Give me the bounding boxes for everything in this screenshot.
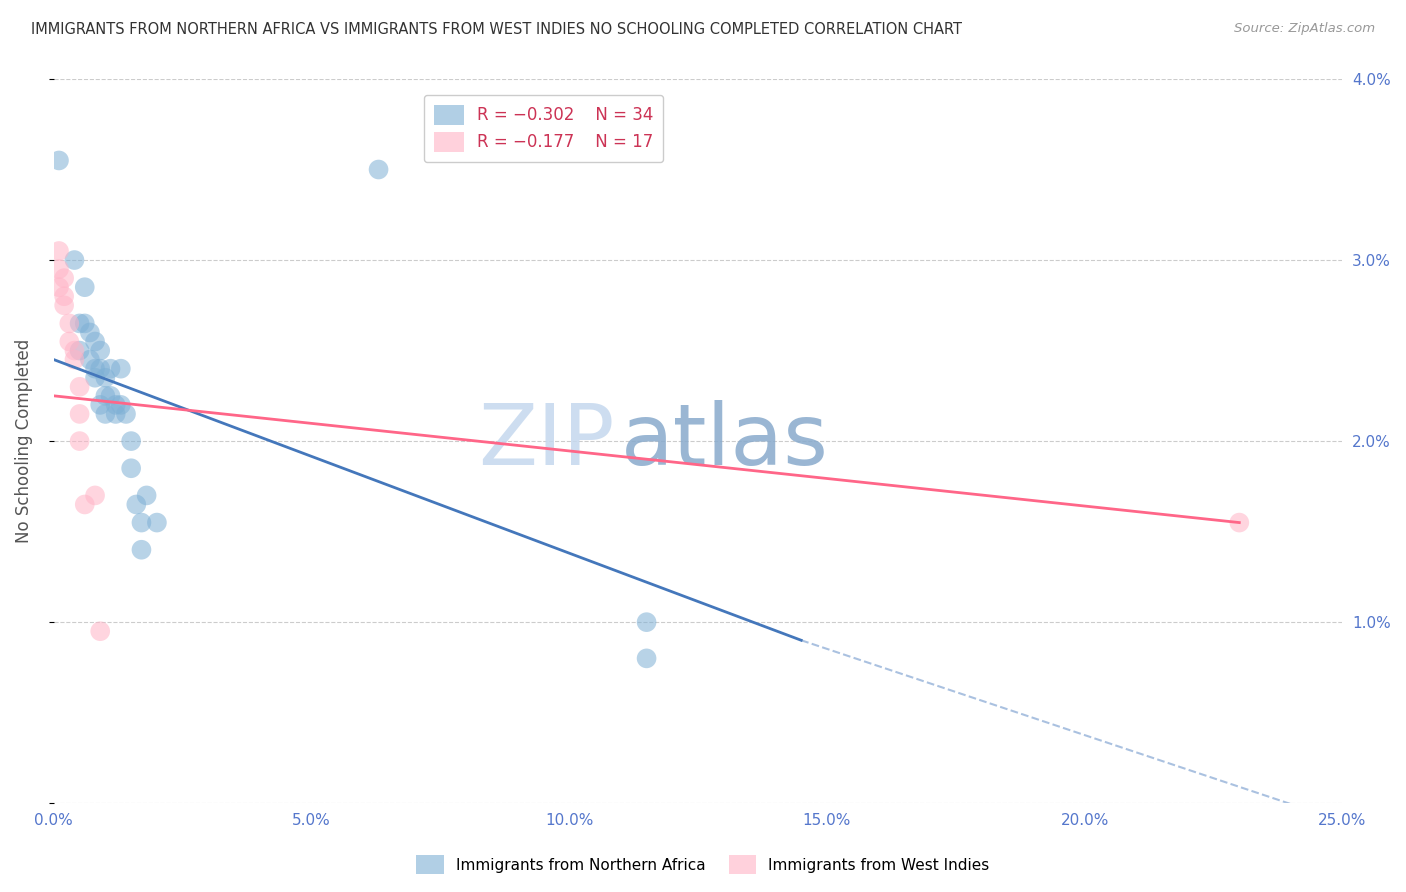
Point (84, 334, 107, 349)
Y-axis label: No Schooling Completed: No Schooling Completed (15, 339, 32, 543)
Point (104, 398, 127, 412)
Point (69, 407, 91, 421)
Text: ZIP: ZIP (478, 400, 614, 483)
Point (1227, 516, 1250, 530)
Point (94, 407, 117, 421)
Point (125, 498, 148, 512)
Point (69, 434, 91, 449)
Point (84, 370, 107, 384)
Point (131, 516, 153, 530)
Point (110, 398, 132, 412)
Point (146, 516, 169, 530)
Point (104, 407, 127, 421)
Point (89, 624, 111, 639)
Point (636, 651, 658, 665)
Point (100, 361, 122, 376)
Point (79, 326, 101, 340)
Point (63, 253, 86, 268)
Point (69, 343, 91, 358)
Point (63, 352, 86, 367)
Point (69, 317, 91, 331)
Point (84, 488, 107, 502)
Point (58, 334, 80, 349)
Point (135, 488, 157, 502)
Point (53, 271, 76, 285)
Point (73, 280, 96, 294)
Point (110, 361, 132, 376)
Point (53, 298, 76, 312)
Point (69, 380, 91, 394)
Text: Source: ZipAtlas.com: Source: ZipAtlas.com (1234, 22, 1375, 36)
Point (84, 361, 107, 376)
Point (48, 153, 70, 168)
Point (100, 389, 122, 403)
Point (367, 162, 389, 177)
Point (48, 280, 70, 294)
Point (53, 289, 76, 303)
Point (120, 434, 142, 449)
Point (94, 370, 117, 384)
Point (89, 343, 111, 358)
Point (48, 262, 70, 277)
Point (89, 361, 111, 376)
Point (89, 398, 111, 412)
Point (120, 461, 142, 475)
Point (131, 542, 153, 557)
Legend: Immigrants from Northern Africa, Immigrants from West Indies: Immigrants from Northern Africa, Immigra… (411, 849, 995, 880)
Point (73, 317, 96, 331)
Point (48, 244, 70, 258)
Point (94, 389, 117, 403)
Point (58, 317, 80, 331)
Point (63, 343, 86, 358)
Point (73, 498, 96, 512)
Text: atlas: atlas (621, 400, 828, 483)
Text: IMMIGRANTS FROM NORTHERN AFRICA VS IMMIGRANTS FROM WEST INDIES NO SCHOOLING COMP: IMMIGRANTS FROM NORTHERN AFRICA VS IMMIG… (31, 22, 962, 37)
Point (115, 407, 138, 421)
Legend: R = −0.302    N = 34, R = −0.177    N = 17: R = −0.302 N = 34, R = −0.177 N = 17 (423, 95, 664, 161)
Point (636, 615, 658, 629)
Point (79, 352, 101, 367)
